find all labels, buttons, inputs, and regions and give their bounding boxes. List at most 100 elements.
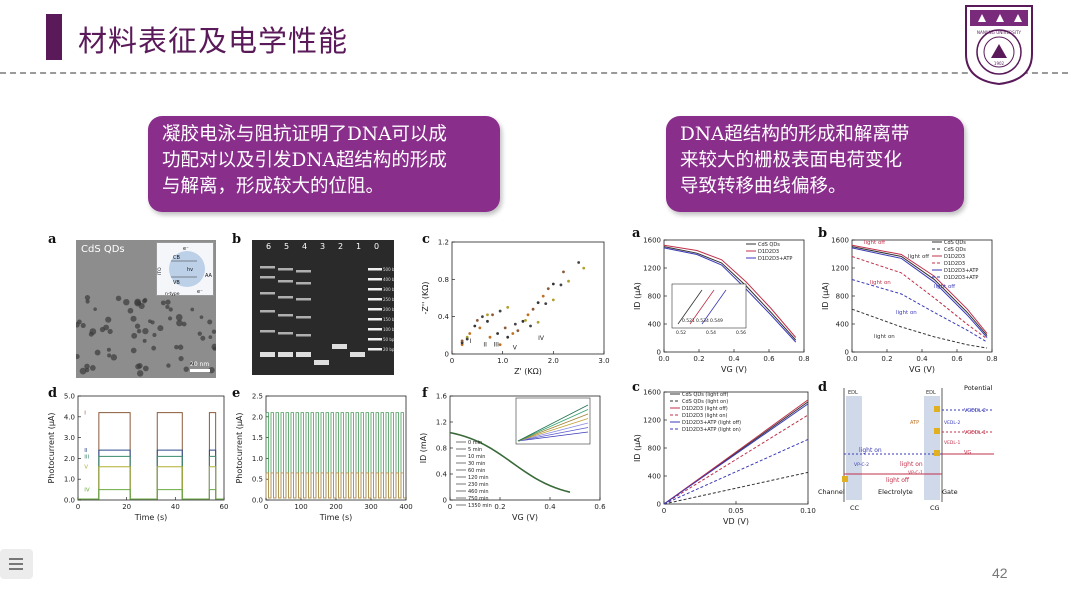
curve-annotation: light on (874, 334, 895, 340)
y-tick-label: 1.2 (436, 419, 447, 427)
series-annotation: V (84, 465, 88, 471)
y-tick-label: 0.4 (436, 471, 448, 479)
svg-text:Electrolyte: Electrolyte (878, 488, 913, 496)
legend-entry: 30 min (468, 461, 485, 467)
plot-frame (451, 241, 605, 355)
ladder-label: 500 bp (383, 267, 394, 272)
svg-text:light off: light off (886, 477, 910, 484)
ladder-band (368, 338, 382, 341)
x-axis-label: VG (V) (909, 365, 935, 374)
y-tick-label: 2.5 (252, 393, 263, 401)
data-point (481, 315, 484, 319)
data-point (496, 332, 499, 335)
nyquist-plot: 0 1.0 2.0 3.000.40.81.2Z' (KΩ)-Z'' (KΩ)III I… (421, 239, 610, 377)
x-tick-label: 0 (264, 503, 268, 511)
lane-label: 2 (338, 242, 343, 251)
svg-text:e⁻: e⁻ (197, 289, 203, 295)
series-line (78, 412, 224, 500)
y-tick-label: 3.0 (64, 434, 75, 442)
x-tick-label: 0.2 (494, 503, 505, 511)
x-tick-label: 200 (329, 503, 342, 511)
ladder-label: 100 bp (383, 327, 394, 332)
ladder-label: 300 bp (383, 287, 394, 292)
y-tick-label: 1200 (831, 265, 849, 273)
y-tick-label: 0 (845, 349, 849, 357)
ladder-label: 250 bp (383, 297, 394, 302)
ladder-label: 50 bp (383, 337, 394, 342)
lane-label: 1 (356, 242, 361, 251)
data-point (513, 322, 517, 326)
nanoparticle (76, 322, 80, 328)
data-point (526, 313, 530, 317)
nanoparticle (142, 338, 147, 343)
data-point (559, 283, 563, 287)
gel-band (332, 344, 347, 349)
gel-band (278, 352, 293, 357)
scale-bar (190, 369, 210, 372)
callout-line: DNA超结构的形成和解离带 (680, 124, 910, 145)
nanoparticle (115, 295, 122, 302)
y-axis-label: ID (μA) (633, 282, 642, 310)
gel-band (260, 266, 275, 269)
data-point (503, 326, 507, 330)
y-axis-label: ID (mA) (420, 433, 428, 464)
band-diagram-inset: CB VB hv e⁻ ITO AA n-type e⁻ (156, 242, 214, 297)
svg-text:ATP: ATP (910, 420, 919, 426)
x-axis-label: Z' (KΩ) (514, 367, 542, 376)
data-point (524, 319, 527, 322)
gel-band (260, 292, 275, 295)
gel-band (296, 282, 311, 285)
gel-band (296, 334, 311, 337)
slide-menu-button[interactable] (0, 549, 33, 579)
gel-band (278, 314, 293, 317)
callout-line: 导致转移曲线偏移。 (680, 176, 847, 197)
nanoparticle (84, 367, 90, 373)
title-divider (0, 72, 1068, 74)
nanoparticle (174, 344, 179, 350)
legend-entry: 10 min (468, 454, 485, 460)
ladder-label: 200 bp (383, 307, 394, 312)
nanoparticle (166, 363, 171, 368)
data-point (551, 298, 555, 302)
panel-letter-c: c (422, 232, 430, 247)
tem-image: CdS QDs CB VB hv e⁻ ITO AA n-type e⁻ 20 … (76, 240, 216, 378)
inset-label: 0.549 (710, 318, 723, 324)
svg-text:light on: light on (900, 461, 923, 468)
panel-letter-a: a (48, 232, 57, 247)
legend-entry: CdS QDs (light off) (682, 392, 729, 398)
series-line (663, 246, 797, 341)
x-tick-label: 20 (122, 503, 131, 511)
transfer-curve-plot-a: 0.0 0.2 0.4 0.6 0.8 0 400 800 1200 1600 VG (V) ID (… (633, 237, 810, 375)
gel-band (314, 360, 329, 365)
nanoparticle (207, 319, 213, 325)
ladder-band (368, 268, 382, 271)
data-point (478, 326, 482, 330)
y-tick-label: 2.0 (64, 455, 75, 463)
gel-electrophoresis-image: 6 5 4 3 2 1 0 500 bp 400 bp 300 bp 250 bp 200 bp 150… (252, 240, 397, 375)
nanoparticle (142, 365, 149, 372)
nanoparticle (199, 315, 204, 319)
y-tick-label: 1.6 (436, 393, 448, 401)
logo-year: 1902 (994, 61, 1005, 66)
y-tick-label: 400 (836, 321, 849, 329)
svg-text:VGEDL-2: VGEDL-2 (964, 408, 986, 414)
nanoparticle (84, 295, 91, 301)
data-point (486, 319, 489, 323)
legend-entry: D1D2D3+ATP (944, 275, 978, 281)
nanoparticle (190, 307, 195, 312)
x-tick-label: 400 (399, 503, 412, 511)
panel-letter-d: d (48, 386, 58, 401)
nanoparticle (80, 322, 86, 329)
gel-band (350, 352, 365, 357)
potential-schematic: Potential EDL EDL ATP light on light on … (818, 384, 994, 512)
x-tick-label: 0.6 (951, 355, 963, 363)
slide-number: 42 (992, 565, 1008, 581)
data-point (531, 307, 535, 311)
legend-entry: 60 min (468, 468, 485, 474)
svg-text:CC: CC (850, 504, 860, 512)
y-tick-label: 2.0 (252, 413, 263, 421)
y-tick-label: 4.0 (64, 413, 75, 421)
nanoparticle (106, 347, 111, 352)
legend-entry: D1D2D3+ATP (light off) (682, 420, 741, 426)
nanoparticle (135, 363, 142, 370)
